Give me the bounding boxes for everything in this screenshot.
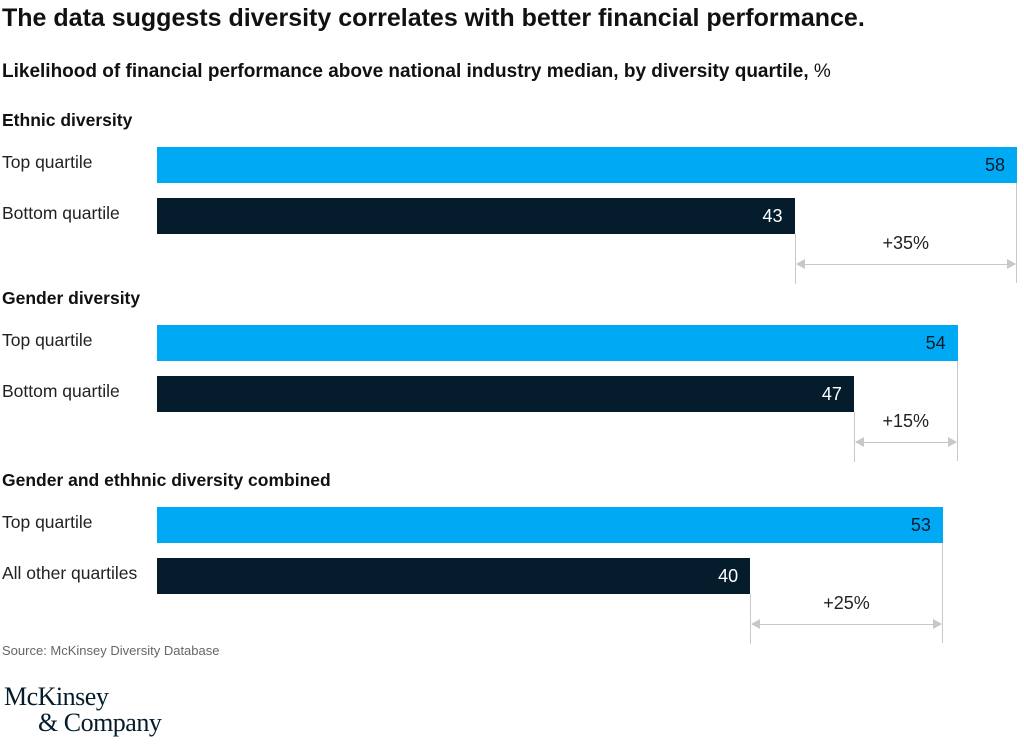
arrowhead-right-icon bbox=[947, 437, 957, 447]
data-label: 53 bbox=[910, 515, 931, 535]
arrowhead-right-icon bbox=[932, 619, 942, 629]
difference-label: +25% bbox=[823, 593, 870, 613]
category-label: Top quartile bbox=[2, 152, 93, 172]
category-label: All other quartiles bbox=[2, 563, 138, 583]
chart-title: The data suggests diversity correlates w… bbox=[2, 4, 865, 32]
arrowhead-left-icon bbox=[854, 437, 864, 447]
difference-arrow bbox=[855, 442, 956, 443]
data-label: 43 bbox=[762, 206, 783, 226]
bracket-line bbox=[794, 234, 796, 284]
category-label: Top quartile bbox=[2, 330, 93, 350]
difference-arrow bbox=[752, 624, 941, 625]
mckinsey-logo: McKinsey & Company bbox=[4, 682, 162, 737]
bar-other: 43 bbox=[157, 198, 795, 234]
group-label: Gender diversity bbox=[2, 288, 141, 308]
data-label: 40 bbox=[718, 566, 739, 586]
bar-top: 58 bbox=[157, 147, 1017, 183]
category-label: Top quartile bbox=[2, 512, 93, 532]
category-label: Bottom quartile bbox=[2, 381, 120, 401]
arrowhead-left-icon bbox=[751, 619, 761, 629]
data-label: 58 bbox=[984, 155, 1005, 175]
data-label: 54 bbox=[925, 333, 946, 353]
difference-arrow bbox=[796, 264, 1015, 265]
bracket-line bbox=[853, 412, 855, 462]
bracket-line bbox=[956, 361, 958, 461]
source-note: Source: McKinsey Diversity Database bbox=[2, 643, 220, 658]
bar-top: 53 bbox=[157, 507, 943, 543]
bracket-line bbox=[750, 594, 752, 644]
bar-other: 40 bbox=[157, 558, 751, 594]
chart-subtitle: Likelihood of financial performance abov… bbox=[2, 61, 831, 83]
data-label: 47 bbox=[821, 384, 842, 404]
subtitle-text: Likelihood of financial performance abov… bbox=[2, 61, 809, 82]
unit: % bbox=[813, 61, 831, 82]
bracket-line bbox=[941, 543, 943, 643]
difference-label: +35% bbox=[882, 233, 930, 253]
category-label: Bottom quartile bbox=[2, 203, 120, 223]
group-label: Gender and ethhnic diversity combined bbox=[2, 470, 331, 490]
bar-top: 54 bbox=[157, 325, 958, 361]
bar-other: 47 bbox=[157, 376, 854, 412]
difference-label: +15% bbox=[882, 411, 930, 431]
arrowhead-right-icon bbox=[1007, 259, 1016, 269]
bracket-line bbox=[1016, 183, 1017, 283]
arrowhead-left-icon bbox=[795, 259, 805, 269]
group-label: Ethnic diversity bbox=[2, 110, 133, 130]
